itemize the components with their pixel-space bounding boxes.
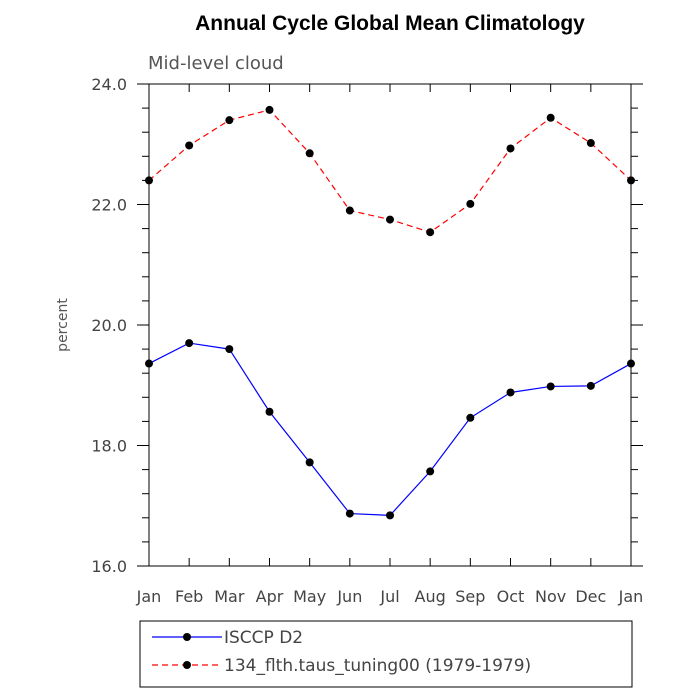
x-tick-label: Apr <box>256 587 284 606</box>
legend-marker-model <box>183 661 191 669</box>
data-point <box>546 382 555 391</box>
series-line <box>148 342 632 517</box>
data-point <box>586 381 595 390</box>
data-point <box>145 176 153 185</box>
data-point <box>386 215 394 224</box>
plot-frame <box>148 83 632 567</box>
data-point <box>466 199 475 208</box>
data-point <box>305 458 314 467</box>
data-point <box>586 139 595 148</box>
chart-title: Annual Cycle Global Mean Climatology <box>195 12 585 35</box>
legend-marker-isccp-d2 <box>183 633 191 641</box>
x-tick-label: May <box>293 587 326 606</box>
x-tick-label: Jan <box>618 587 644 606</box>
y-axis-label: percent <box>55 298 71 352</box>
data-point <box>185 141 194 150</box>
legend-label-isccp-d2: ISCCP D2 <box>224 628 303 648</box>
data-point <box>265 407 274 416</box>
series-line <box>148 109 632 233</box>
series-layer <box>145 105 635 520</box>
y-tick-label: 16.0 <box>91 557 127 576</box>
x-tick-label: Sep <box>455 587 485 606</box>
data-point <box>627 359 635 368</box>
x-tick-label: Aug <box>415 587 446 606</box>
data-point <box>506 388 515 397</box>
data-point <box>426 228 435 237</box>
x-tick-label: Jul <box>379 587 399 606</box>
data-point <box>225 345 234 354</box>
axes: Jan Feb Mar Apr May Jun Jul Aug Sep Oct Nov Dec Jan 1… <box>91 75 643 606</box>
data-point <box>546 113 555 122</box>
data-point <box>426 467 435 476</box>
y-tick-label: 18.0 <box>91 437 127 456</box>
series-0 <box>145 339 635 520</box>
data-point <box>185 339 194 348</box>
x-tick-label: Feb <box>175 587 203 606</box>
data-point <box>386 511 394 520</box>
y-tick-label: 22.0 <box>91 196 127 215</box>
data-point <box>466 413 475 422</box>
x-tick-label: Oct <box>497 587 525 606</box>
legend-label-model: 134_flth.taus_tuning00 (1979-1979) <box>224 656 531 676</box>
x-tick-label: Jan <box>136 587 162 606</box>
data-point <box>305 149 314 158</box>
chart-subtitle: Mid-level cloud <box>148 53 284 74</box>
data-point <box>145 359 153 368</box>
y-tick-label: 20.0 <box>91 316 127 335</box>
series-1 <box>145 105 635 237</box>
data-point <box>265 105 274 114</box>
data-point <box>345 206 354 215</box>
x-tick-label: Mar <box>214 587 245 606</box>
legend-box <box>139 620 633 688</box>
x-tick-label: Jun <box>336 587 362 606</box>
data-point <box>506 144 515 153</box>
data-point <box>225 116 234 125</box>
data-point <box>627 176 635 185</box>
x-tick-label: Nov <box>535 587 566 606</box>
data-point <box>345 509 354 518</box>
legend: ISCCP D2 134_flth.taus_tuning00 (1979-19… <box>139 620 633 688</box>
y-tick-label: 24.0 <box>91 75 127 94</box>
x-tick-label: Dec <box>575 587 606 606</box>
